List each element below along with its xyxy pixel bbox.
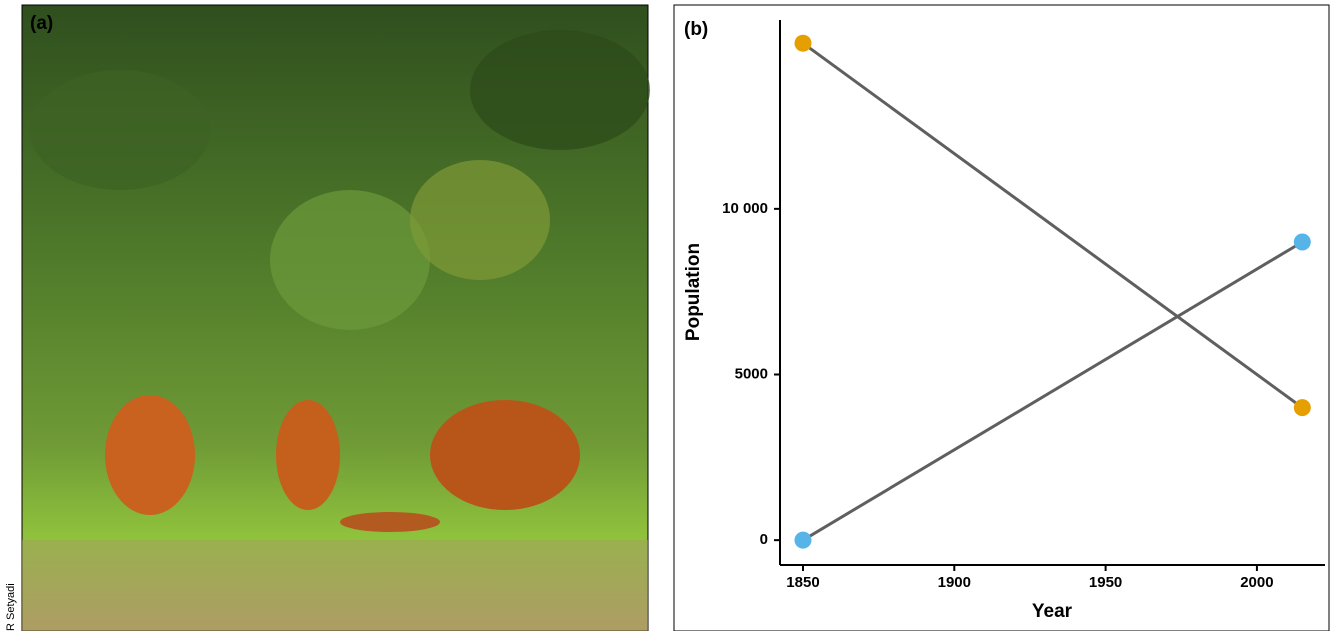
y-tick-label: 5000 <box>735 365 768 382</box>
panel-label: (b) <box>684 19 708 40</box>
data-point <box>794 35 811 52</box>
y-tick-label: 0 <box>760 531 768 548</box>
x-tick-label: 1850 <box>786 574 819 591</box>
panel-frame <box>674 5 1329 631</box>
y-tick-label: 10 000 <box>722 200 768 217</box>
photo-credit: R Setyadi <box>5 583 17 631</box>
data-point <box>1294 399 1311 416</box>
data-point <box>794 532 811 549</box>
x-tick-label: 2000 <box>1240 574 1273 591</box>
figure: (a) R Setyadi (b) Year Population 0 5000 1… <box>0 0 1330 631</box>
x-tick-label: 1950 <box>1089 574 1122 591</box>
panel-label: (a) <box>30 13 53 34</box>
y-axis-title: Population <box>683 243 704 341</box>
page: (a) R Setyadi (b) Year Population 0 5000 1… <box>0 0 1330 631</box>
x-axis-title: Year <box>1032 601 1073 622</box>
x-tick-label: 1900 <box>938 574 971 591</box>
data-point <box>1294 233 1311 250</box>
photo <box>22 5 650 631</box>
